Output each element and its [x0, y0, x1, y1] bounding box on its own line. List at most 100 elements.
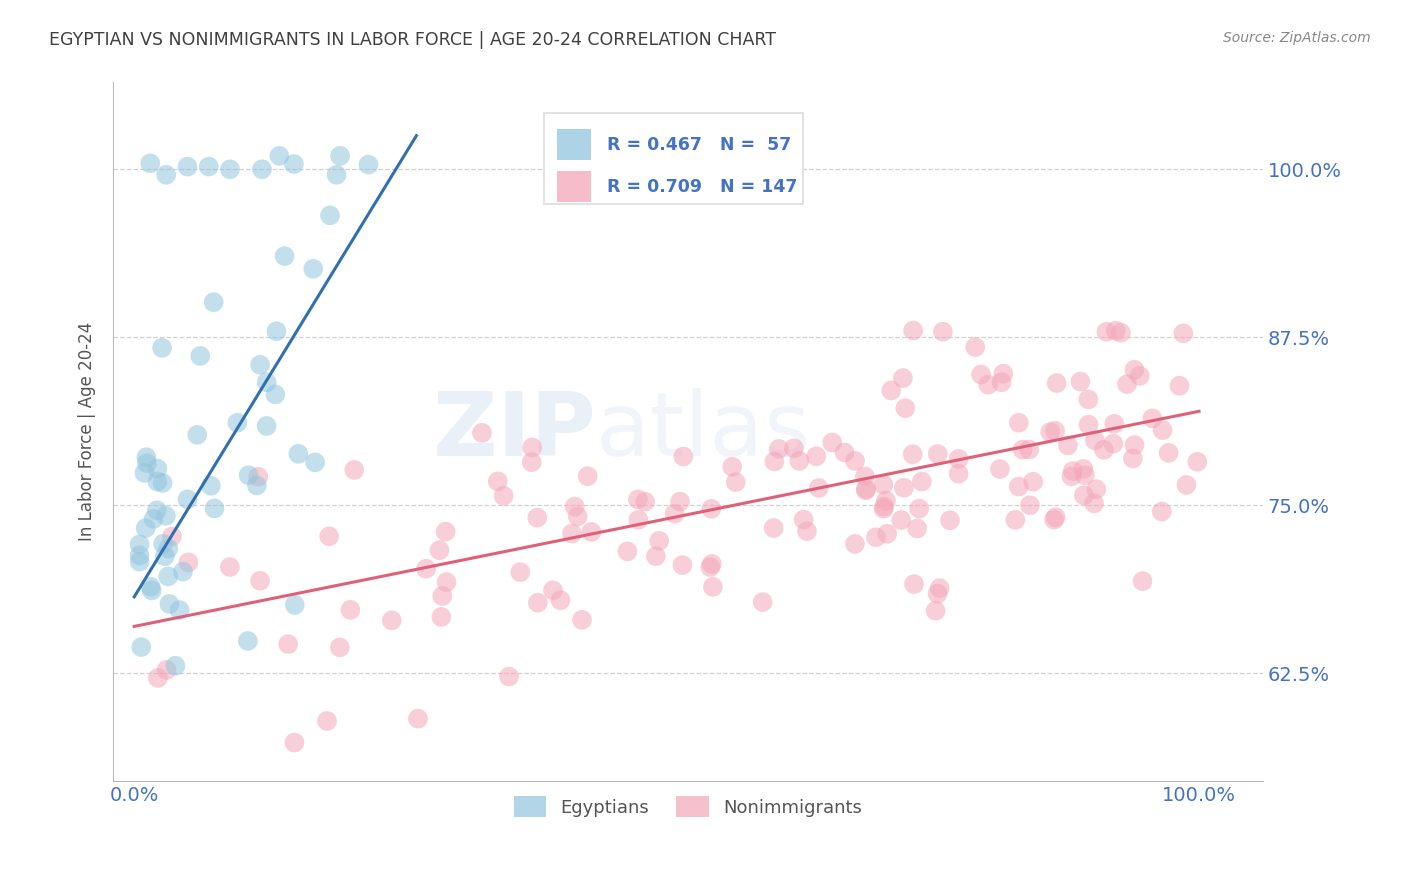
Point — [571, 613, 593, 627]
Point — [581, 524, 603, 539]
Point — [236, 634, 259, 648]
Point — [901, 324, 924, 338]
Point — [762, 521, 785, 535]
Point — [1019, 498, 1042, 512]
Point — [165, 658, 187, 673]
Point — [1004, 513, 1026, 527]
Point — [1018, 442, 1040, 457]
Point — [1043, 512, 1066, 526]
Point — [381, 613, 404, 627]
Point — [434, 524, 457, 539]
Point — [561, 526, 583, 541]
Point — [576, 469, 599, 483]
Point — [1060, 469, 1083, 483]
Point — [287, 447, 309, 461]
Point — [1123, 438, 1146, 452]
Point — [1168, 378, 1191, 392]
Point — [911, 475, 934, 489]
Point — [993, 367, 1015, 381]
Point — [269, 149, 291, 163]
Point — [318, 529, 340, 543]
Point — [928, 581, 950, 595]
Point — [329, 640, 352, 655]
Point — [721, 459, 744, 474]
Point — [763, 454, 786, 468]
Point — [200, 479, 222, 493]
Point — [564, 500, 586, 514]
Point — [157, 569, 180, 583]
Point — [948, 467, 970, 481]
Point — [176, 160, 198, 174]
Point — [316, 714, 339, 728]
Point — [146, 475, 169, 489]
Point — [135, 456, 157, 470]
Point — [768, 442, 790, 456]
Point — [1129, 368, 1152, 383]
Point — [339, 603, 361, 617]
Point — [1092, 442, 1115, 457]
Point — [219, 560, 242, 574]
Point — [264, 387, 287, 401]
Point — [160, 530, 183, 544]
Point — [204, 501, 226, 516]
Point — [873, 500, 896, 514]
Point — [1077, 417, 1099, 432]
Point — [153, 549, 176, 564]
Point — [1045, 510, 1067, 524]
Point — [284, 598, 307, 612]
Point — [1008, 416, 1031, 430]
Point — [152, 537, 174, 551]
Point — [155, 168, 177, 182]
Point — [1102, 436, 1125, 450]
Point — [627, 513, 650, 527]
Point — [157, 541, 180, 556]
Point — [1057, 438, 1080, 452]
Point — [134, 466, 156, 480]
Point — [129, 640, 152, 654]
Point — [550, 593, 572, 607]
Point — [520, 441, 543, 455]
Point — [1069, 375, 1091, 389]
Point — [724, 475, 747, 489]
Point — [796, 524, 818, 538]
Point — [329, 149, 352, 163]
Point — [176, 492, 198, 507]
Point — [415, 562, 437, 576]
Point — [844, 454, 866, 468]
Point — [905, 521, 928, 535]
Point — [139, 580, 162, 594]
Point — [128, 537, 150, 551]
Point — [436, 575, 458, 590]
Point — [894, 401, 917, 416]
Point — [1104, 417, 1126, 431]
FancyBboxPatch shape — [557, 171, 592, 202]
Point — [135, 521, 157, 535]
Point — [977, 377, 1000, 392]
Point — [1109, 326, 1132, 340]
Point — [146, 461, 169, 475]
Point — [855, 483, 877, 498]
Point — [155, 508, 177, 523]
Point — [283, 157, 305, 171]
Point — [1046, 376, 1069, 390]
Point — [988, 462, 1011, 476]
Point — [1175, 478, 1198, 492]
Point — [965, 340, 987, 354]
Point — [319, 208, 342, 222]
Text: R = 0.467   N =  57: R = 0.467 N = 57 — [607, 136, 792, 153]
Point — [876, 526, 898, 541]
Point — [1043, 424, 1066, 438]
Point — [700, 501, 723, 516]
Point — [1084, 434, 1107, 448]
Point — [141, 583, 163, 598]
Point — [634, 494, 657, 508]
Point — [128, 549, 150, 563]
Point — [789, 454, 811, 468]
Point — [432, 589, 454, 603]
Point — [246, 478, 269, 492]
Point — [498, 669, 520, 683]
Point — [948, 451, 970, 466]
Point — [1083, 496, 1105, 510]
Point — [903, 577, 925, 591]
Point — [891, 371, 914, 385]
